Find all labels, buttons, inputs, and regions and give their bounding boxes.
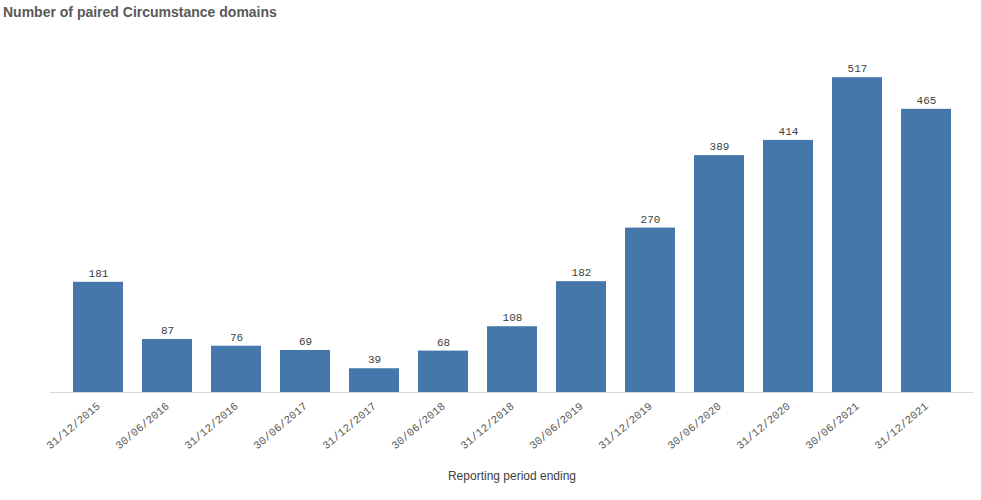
svg-text:69: 69	[299, 336, 312, 348]
svg-text:31/12/2021: 31/12/2021	[872, 400, 931, 452]
svg-text:68: 68	[437, 337, 450, 349]
svg-text:30/06/2020: 30/06/2020	[665, 400, 723, 452]
svg-text:270: 270	[641, 214, 661, 226]
svg-text:31/12/2017: 31/12/2017	[320, 400, 378, 452]
svg-text:181: 181	[89, 268, 109, 280]
svg-text:31/12/2016: 31/12/2016	[182, 400, 240, 452]
svg-text:182: 182	[572, 267, 592, 279]
svg-text:76: 76	[230, 332, 243, 344]
svg-text:31/12/2020: 31/12/2020	[734, 400, 792, 452]
svg-text:108: 108	[503, 312, 523, 324]
svg-text:517: 517	[848, 63, 868, 75]
svg-text:Reporting period ending: Reporting period ending	[448, 469, 576, 483]
svg-text:31/12/2015: 31/12/2015	[44, 400, 102, 452]
svg-text:465: 465	[917, 95, 937, 107]
svg-text:31/12/2019: 31/12/2019	[596, 400, 654, 452]
svg-text:87: 87	[161, 325, 174, 337]
svg-text:30/06/2017: 30/06/2017	[251, 400, 309, 452]
svg-text:30/06/2021: 30/06/2021	[803, 400, 862, 452]
svg-text:30/06/2016: 30/06/2016	[113, 400, 171, 452]
svg-text:30/06/2019: 30/06/2019	[527, 400, 585, 452]
svg-text:414: 414	[779, 126, 799, 138]
html-text:Number of paired Circumstance: Number of paired Circumstance domains	[3, 4, 277, 20]
svg-text:39: 39	[368, 354, 381, 366]
svg-text:31/12/2018: 31/12/2018	[458, 400, 516, 452]
svg-text:30/06/2018: 30/06/2018	[389, 400, 447, 452]
svg-text:389: 389	[710, 141, 730, 153]
